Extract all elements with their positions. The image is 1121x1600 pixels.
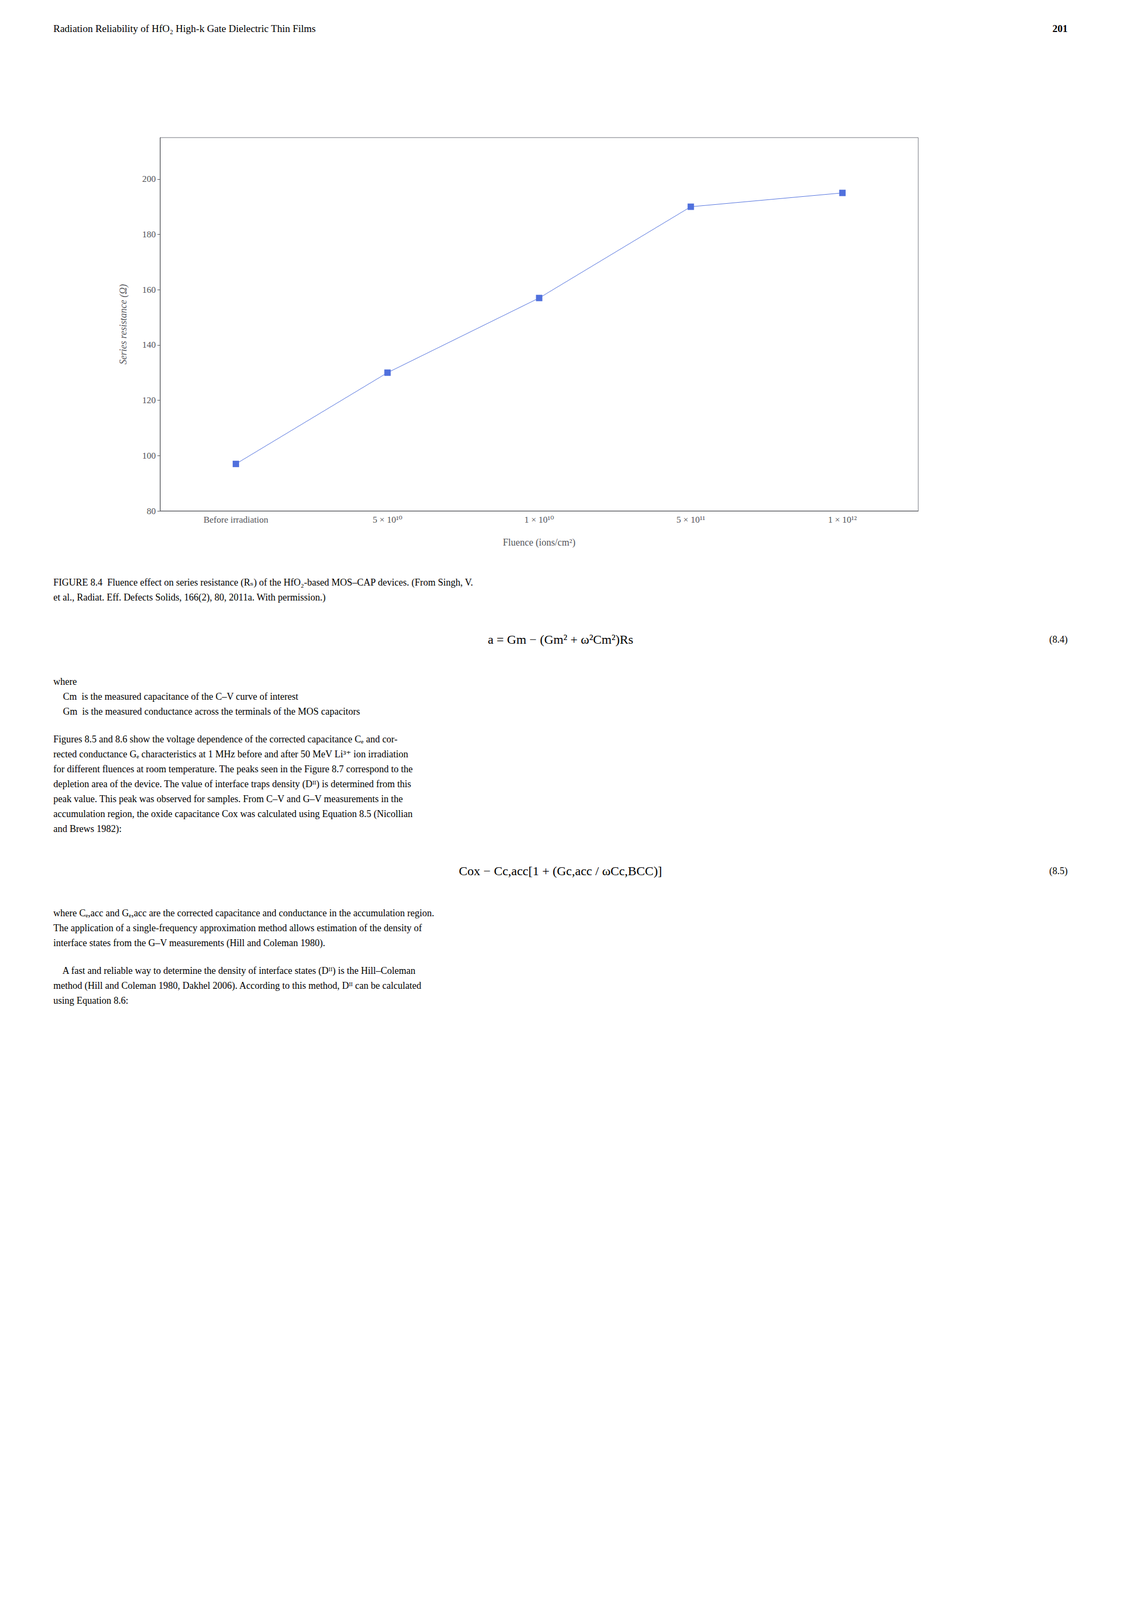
html-text:rected conductance Gₑ characte: rected conductance Gₑ characteristics at… xyxy=(53,749,409,760)
svg-text:200: 200 xyxy=(142,173,157,185)
svg-text:Fluence (ions/cm²): Fluence (ions/cm²) xyxy=(503,537,576,549)
svg-text:Before irradiation: Before irradiation xyxy=(203,514,269,526)
svg-text:80: 80 xyxy=(146,506,156,517)
html-text:depletion area of the device.: depletion area of the device. The value … xyxy=(53,778,412,790)
html-text:(8.4): (8.4) xyxy=(1049,634,1068,646)
html-text:accumulation region, the oxide: accumulation region, the oxide capacitan… xyxy=(53,808,413,820)
svg-text:140: 140 xyxy=(142,339,157,351)
html-text:Figures 8.5 and 8.6 show the v: Figures 8.5 and 8.6 show the voltage dep… xyxy=(53,734,398,745)
html-text:Gm is the measured conductance: Gm is the measured conductance across th… xyxy=(53,706,361,718)
svg-text:100: 100 xyxy=(142,450,157,461)
svg-text:Series resistance (Ω): Series resistance (Ω) xyxy=(117,284,130,365)
html-text:201: 201 xyxy=(1052,22,1068,35)
svg-text:5 × 10¹¹: 5 × 10¹¹ xyxy=(676,514,706,526)
svg-text:180: 180 xyxy=(142,229,157,240)
html-text:peak value. This peak was obse: peak value. This peak was observed for s… xyxy=(53,793,403,805)
html-text:Cm is the measured capacitance: Cm is the measured capacitance of the C–… xyxy=(53,691,299,703)
html-text:Cox − Cc,acc[1 + (Gc,acc / ωCc: Cox − Cc,acc[1 + (Gc,acc / ωCc,BCC)] xyxy=(458,864,663,879)
html-text:et al., Radiat. Eff. Defects S: et al., Radiat. Eff. Defects Solids, 166… xyxy=(53,592,326,603)
html-text:A fast and reliable way to det: A fast and reliable way to determine the… xyxy=(53,965,416,977)
html-text:a = Gm − (Gm² + ω²Cm²)Rs: a = Gm − (Gm² + ω²Cm²)Rs xyxy=(487,632,634,647)
html-text:where: where xyxy=(53,676,77,688)
html-text:where Cₑ,acc and Gₑ,acc are th: where Cₑ,acc and Gₑ,acc are the correcte… xyxy=(53,908,435,919)
html-text:and Brews 1982):: and Brews 1982): xyxy=(53,823,122,835)
svg-text:120: 120 xyxy=(142,395,157,406)
html-text:using Equation 8.6:: using Equation 8.6: xyxy=(53,995,129,1007)
html-text:(8.5): (8.5) xyxy=(1049,865,1068,877)
svg-text:160: 160 xyxy=(142,284,157,296)
html-text:interface states from the G–V: interface states from the G–V measuremen… xyxy=(53,937,326,949)
html-text:for different fluences at room: for different fluences at room temperatu… xyxy=(53,764,413,775)
svg-text:1 × 10¹⁰: 1 × 10¹⁰ xyxy=(524,514,555,526)
svg-text:1 × 10¹²: 1 × 10¹² xyxy=(828,514,857,526)
svg-text:5 × 10¹⁰: 5 × 10¹⁰ xyxy=(372,514,403,526)
html-text:Radiation Reliability of HfO₂: Radiation Reliability of HfO₂ High-k Gat… xyxy=(53,22,316,35)
html-text:method (Hill and Coleman 1980,: method (Hill and Coleman 1980, Dakhel 20… xyxy=(53,980,422,992)
html-text:FIGURE 8.4 Fluence effect on s: FIGURE 8.4 Fluence effect on series resi… xyxy=(53,577,474,588)
html-text:The application of a single-fr: The application of a single-frequency ap… xyxy=(53,923,422,934)
